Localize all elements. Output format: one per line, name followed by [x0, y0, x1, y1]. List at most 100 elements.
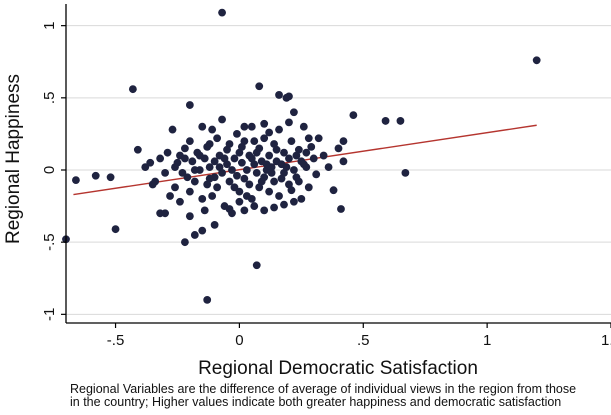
data-point-164	[302, 148, 311, 157]
data-point-123	[235, 197, 244, 206]
data-point-119	[190, 231, 199, 239]
data-point-20	[185, 137, 194, 146]
data-point-33	[210, 157, 219, 166]
data-point-118	[185, 212, 194, 221]
data-point-96	[329, 186, 338, 195]
y-axis-title: Regional Happiness	[3, 74, 24, 244]
data-point-50	[237, 158, 246, 167]
data-point-39	[218, 115, 226, 124]
data-point-113	[339, 137, 348, 146]
data-point-78	[285, 154, 293, 163]
data-point-51	[240, 174, 249, 183]
y-tick-label-1: -.5	[41, 233, 58, 251]
data-point-148	[272, 145, 281, 154]
data-point-159	[260, 119, 269, 128]
data-point-138	[215, 163, 224, 172]
data-point-64	[260, 134, 269, 143]
axes	[61, 4, 611, 328]
x-tick-labels: -.5 0 .5 1 1.5	[107, 332, 611, 349]
data-point-19	[183, 173, 192, 182]
data-point-72	[275, 125, 283, 134]
data-point-73	[275, 192, 283, 200]
data-point-82	[290, 108, 298, 117]
data-point-160	[208, 125, 217, 134]
fit-line-layer	[73, 124, 537, 196]
data-point-153	[294, 177, 303, 186]
data-point-75	[280, 148, 288, 157]
data-point-127	[270, 203, 278, 212]
data-point-22	[188, 157, 197, 166]
data-point-92	[312, 170, 321, 179]
data-point-23	[190, 177, 199, 186]
data-point-105	[218, 8, 226, 17]
data-point-131	[166, 192, 174, 200]
data-point-4	[111, 225, 120, 234]
data-point-158	[250, 137, 259, 146]
data-point-13	[168, 125, 177, 134]
data-point-157	[240, 122, 249, 131]
data-point-147	[267, 168, 276, 177]
data-point-128	[280, 200, 288, 209]
data-point-99	[339, 157, 348, 166]
data-point-145	[257, 177, 266, 186]
data-point-32	[208, 192, 217, 200]
data-point-101	[381, 117, 390, 125]
data-point-98	[337, 205, 345, 213]
data-point-108	[255, 82, 264, 91]
data-point-1	[72, 176, 80, 184]
data-point-95	[324, 163, 333, 172]
data-point-114	[304, 134, 313, 143]
data-point-137	[205, 174, 214, 183]
data-point-117	[200, 206, 209, 215]
data-point-93	[314, 134, 323, 143]
data-point-3	[106, 173, 115, 182]
data-point-111	[275, 91, 283, 99]
data-point-154	[299, 160, 308, 169]
data-point-27	[198, 194, 207, 203]
data-point-91	[309, 154, 318, 163]
data-point-146	[262, 160, 271, 169]
data-point-104	[532, 56, 541, 65]
data-point-144	[252, 148, 261, 157]
data-point-110	[185, 101, 194, 109]
data-point-140	[230, 183, 239, 192]
data-point-59	[252, 168, 261, 177]
y-tick-label-0: -1	[41, 308, 58, 321]
y-tick-label-2: 0	[41, 166, 58, 174]
data-point-106	[252, 261, 261, 270]
data-point-8	[146, 158, 155, 167]
data-point-26	[198, 122, 207, 131]
data-point-97	[334, 144, 343, 153]
data-point-67	[265, 151, 274, 160]
data-point-155	[225, 140, 234, 148]
data-point-54	[245, 180, 254, 189]
data-point-152	[292, 151, 301, 160]
y-tick-label-4: 1	[41, 21, 58, 29]
data-point-143	[247, 154, 256, 163]
y-tick-label-3: .5	[41, 92, 58, 105]
data-point-56	[247, 122, 256, 131]
data-point-156	[233, 130, 241, 138]
data-point-142	[242, 192, 251, 200]
data-point-14	[171, 183, 179, 192]
data-point-18	[181, 144, 189, 153]
data-point-10	[156, 154, 165, 163]
data-point-109	[181, 238, 189, 247]
data-point-47	[233, 171, 241, 180]
data-point-43	[225, 177, 234, 186]
data-points	[62, 8, 541, 304]
data-point-139	[220, 154, 229, 163]
data-point-11	[161, 168, 169, 177]
data-point-136	[195, 151, 204, 160]
data-point-2	[91, 171, 100, 180]
data-point-81	[290, 166, 298, 174]
data-point-149	[277, 174, 286, 183]
data-point-121	[210, 220, 219, 229]
data-point-100	[349, 111, 358, 120]
data-point-44	[228, 166, 236, 174]
data-point-163	[285, 118, 293, 127]
data-point-5	[128, 85, 137, 94]
data-point-94	[319, 151, 328, 160]
x-tick-label-4: 1.5	[601, 332, 611, 349]
